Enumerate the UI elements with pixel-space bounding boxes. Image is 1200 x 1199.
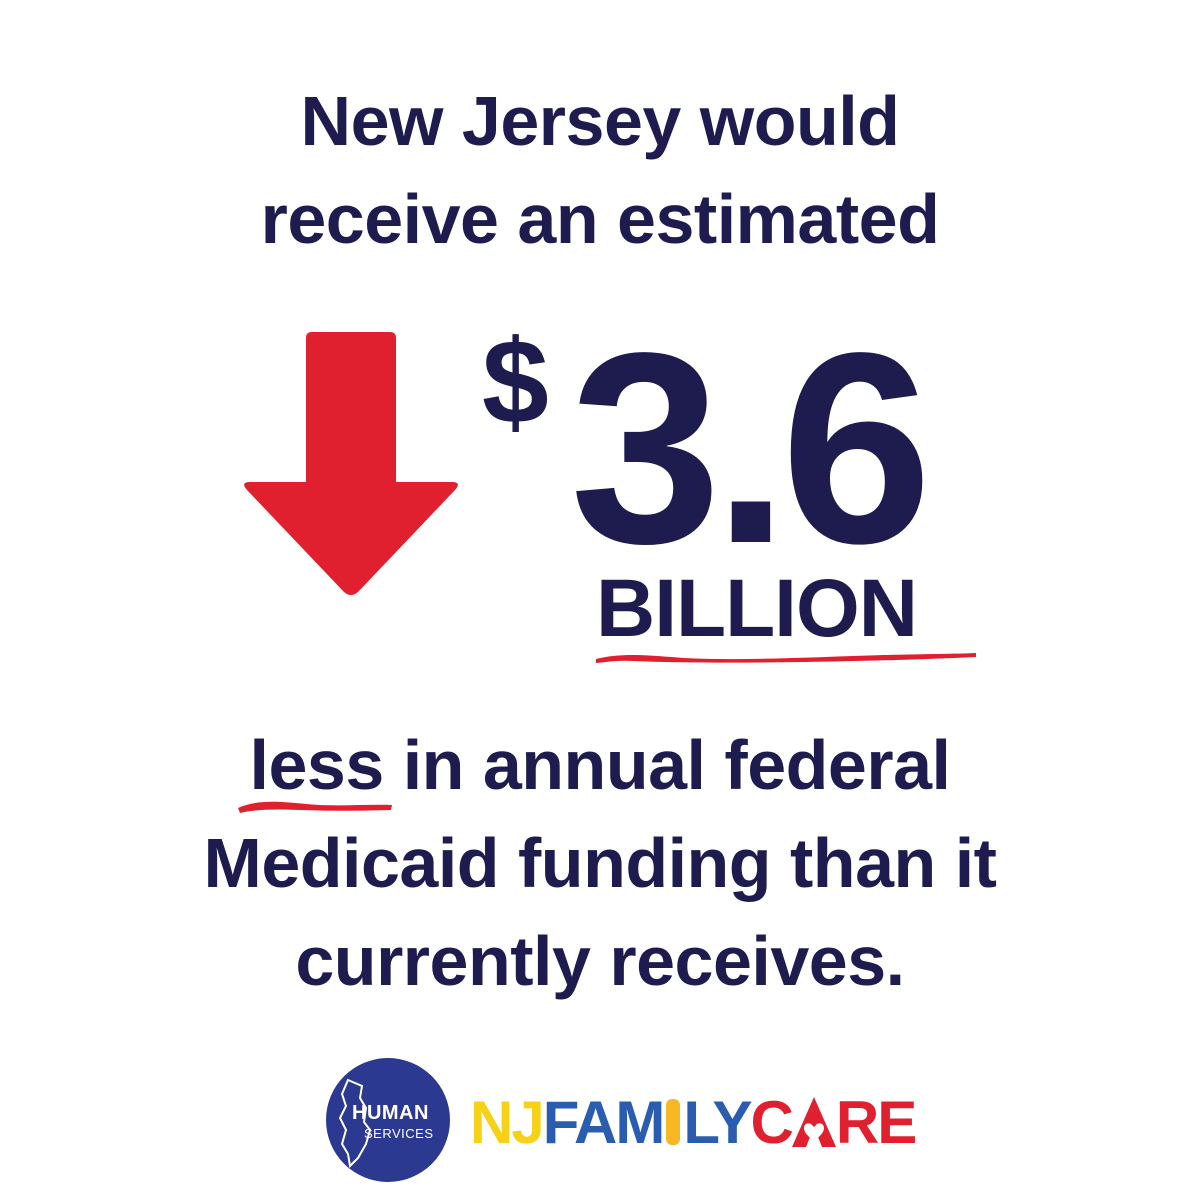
- billion-underline: [596, 653, 976, 663]
- headline-line-1: New Jersey would: [300, 82, 900, 160]
- njfamilycare-family-end: LY: [683, 1089, 752, 1156]
- currency-symbol: $: [482, 315, 549, 449]
- body-line-3: currently receives.: [295, 922, 905, 1000]
- njfamilycare-family: FAM: [542, 1089, 666, 1156]
- new-jersey-map-icon: [338, 1078, 372, 1168]
- less-underline: [237, 801, 392, 813]
- headline: New Jersey would receive an estimated: [0, 72, 1200, 268]
- human-services-logo: HUMAN SERVICES: [326, 1058, 450, 1182]
- body-line-2: Medicaid funding than it: [203, 824, 997, 902]
- human-services-title: HUMAN: [352, 1102, 429, 1124]
- body-line-1: less in annual federal: [0, 716, 1200, 814]
- less-word: less: [249, 726, 385, 804]
- heart-icon: [791, 1097, 836, 1147]
- body-line-1-rest: in annual federal: [383, 726, 951, 804]
- njfamilycare-nj: NJ: [470, 1089, 545, 1156]
- njfamilycare-logo: NJFAM LYC RE: [470, 1089, 917, 1156]
- body-text: less in annual federal Medicaid funding …: [0, 716, 1200, 1010]
- down-arrow-icon: [244, 332, 458, 595]
- njfamilycare-care-start: C: [750, 1089, 794, 1156]
- amount-unit: BILLION: [596, 563, 918, 654]
- njfamilycare-care-end: RE: [835, 1089, 917, 1156]
- human-services-subtitle: SERVICES: [364, 1126, 434, 1141]
- less-emphasis: less: [237, 716, 392, 814]
- bandaid-icon: [666, 1099, 681, 1145]
- amount-value: 3.6: [570, 296, 932, 600]
- headline-line-2: receive an estimated: [260, 180, 940, 258]
